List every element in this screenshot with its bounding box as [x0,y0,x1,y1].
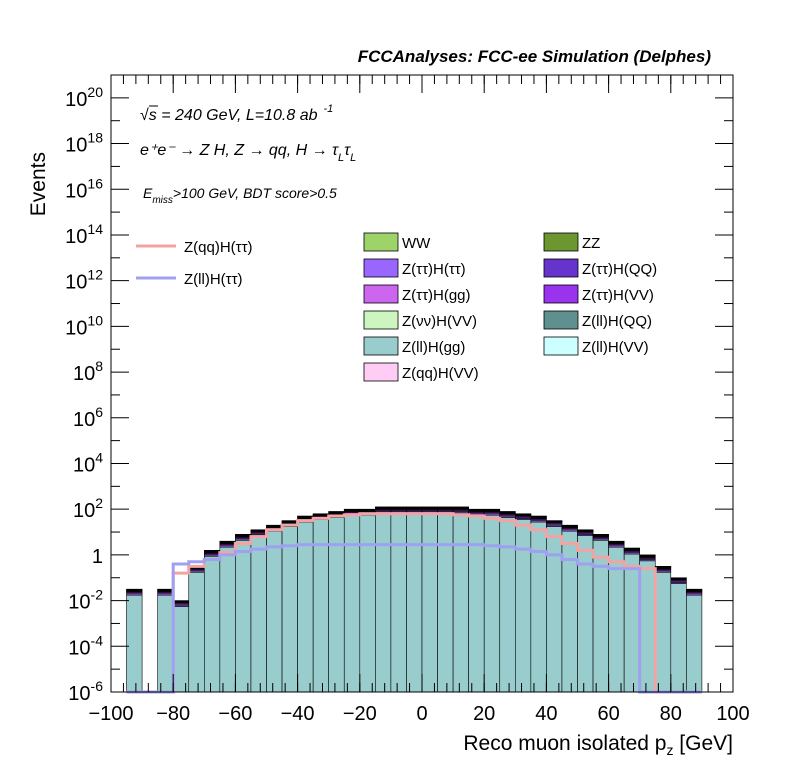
legend-fill-label: Z(ττ)H(QQ) [582,261,657,278]
legend-fill-label: Z(qq)H(VV) [402,365,479,382]
legend-fill-label: Z(ττ)H(gg) [402,287,471,304]
stack-bar-segment [297,521,314,693]
y-tick-label: 1010 [65,312,103,339]
x-axis-label: Reco muon isolated pz [GeV] [463,732,733,758]
stack-bar-segment [654,571,672,693]
x-tick-label: −60 [218,703,252,725]
stack-bar-segment [375,512,392,693]
annotation-block: √s = 240 GeV, L=10.8 ab -1 e⁺e⁻ → Z H, Z … [140,103,356,206]
y-tick-label: 1014 [65,221,103,248]
stack-bar-segment [359,514,376,693]
y-tick-label: 1018 [65,130,103,157]
y-tick-label: 10-2 [68,587,103,614]
annotation-process: e⁺e⁻ → Z H, Z → qq, H → τLτL [140,142,356,164]
x-tick-label: −40 [281,703,315,725]
x-tick-label: 20 [473,703,495,725]
legend-fill-swatch [363,362,399,382]
signal-line-zqq-htautau [126,512,702,694]
stack-bar-segment [390,512,407,693]
stack-bar-segment [157,594,174,693]
stack-bar-segment [546,526,563,693]
legend-fill-swatch [543,310,579,330]
annotation-cuts: Emiss>100 GeV, BDT score>0.5 [143,185,337,206]
stack-bar-segment [126,594,143,693]
legend-fill-swatch [363,232,399,252]
stack-bar-segment [188,571,205,693]
legend-fill-label: Z(ll)H(gg) [402,339,465,356]
x-tick-label: 60 [597,703,619,725]
stack-bar-segment [468,514,485,693]
stack-bar-segment [530,521,547,693]
x-tick-label: 100 [716,703,749,725]
y-tick-label: 1 [92,546,103,568]
x-tick-label: −80 [156,703,190,725]
stack-bar-segment [639,560,656,693]
stack-bar-segment [406,512,423,693]
stack-bar-segment [483,514,501,693]
axes: −100 −80 −60 −40 −20 0 20 40 60 80 100 1020 1018 1016… [65,74,750,725]
signal-histograms [126,512,702,694]
x-tick-label: 0 [416,703,427,725]
stack-bar-segment [686,594,703,693]
stack-bar-segment [235,539,252,693]
stack-bar-segment [437,512,454,693]
y-tick-label: 1016 [65,175,103,202]
y-tick-label: 10-6 [68,678,103,705]
legend-fill-label: ZZ [582,235,600,252]
stack-bar-segment [499,517,516,693]
legend-fill-label: Z(ττ)H(ττ) [402,261,466,278]
signal-line-zll-htautau [126,543,702,694]
legend-fill-label: Z(νν)H(VV) [402,313,477,330]
legend-fill-swatch [363,258,399,278]
legend-line-label: Z(qq)H(ττ) [184,239,253,256]
stack-bar-segment [592,539,609,693]
stack-bar-segment [172,606,190,693]
legend-fill-swatch [543,232,579,252]
stack-bar-segment [577,535,594,693]
y-axis-label: Events [27,152,50,216]
legend-fill-swatch [363,310,399,330]
y-tick-label: 1020 [65,84,103,111]
y-tick-label: 106 [73,404,103,431]
x-tick-label: 80 [660,703,682,725]
legend: Z(qq)H(ττ) Z(ll)H(ττ) WW ZZ Z(ττ)H(ττ) Z(ττ)H… [136,232,657,382]
chart-title: FCCAnalyses: FCC-ee Simulation (Delphes) [358,47,712,66]
stack-bar-segment [204,555,221,693]
stack-bar-segment [281,526,298,693]
x-tick-label: −20 [343,703,377,725]
legend-fill-label: Z(ττ)H(VV) [582,287,654,304]
y-tick-label: 1012 [65,267,103,294]
x-tick-label: 40 [535,703,557,725]
x-tick-label: −100 [88,703,133,725]
y-tick-label: 102 [73,495,103,522]
y-tick-label: 108 [73,358,103,385]
stack-bar-segment [623,553,641,693]
annotation-energy: √s = 240 GeV, L=10.8 ab -1 [140,103,333,124]
stack-bar-segment [452,512,469,693]
stack-bar-segment [219,546,236,693]
stack-bar-segment [250,535,267,693]
legend-fill-label: WW [402,235,431,252]
stack-bar-segment [514,519,532,693]
legend-fill-swatch [363,336,399,356]
legend-fill-swatch [543,284,579,304]
legend-line-label: Z(ll)H(ττ) [184,271,243,288]
stack-bar-segment [266,530,283,693]
y-tick-label: 104 [73,449,103,476]
stack-bar-segment [561,530,578,693]
stack-bar-segment [670,583,687,693]
legend-fill-swatch [543,258,579,278]
legend-fill-swatch [543,336,579,356]
stack-bar-segment [421,512,438,693]
stacked-histogram [126,506,703,693]
y-tick-label: 10-4 [68,632,103,659]
legend-fill-swatch [363,284,399,304]
stack-bar-segment [343,514,361,693]
legend-fill-label: Z(ll)H(VV) [582,339,649,356]
legend-fill-label: Z(ll)H(QQ) [582,313,652,330]
